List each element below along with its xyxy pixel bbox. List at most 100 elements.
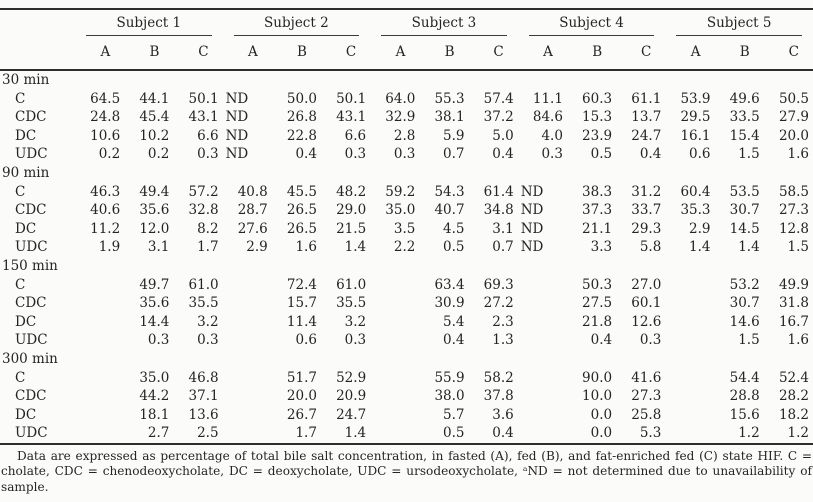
value-cell — [75, 369, 124, 388]
value-cell: 4.0 — [541, 127, 563, 144]
value-cell: 84.6 — [532, 109, 563, 126]
subject-label: Subject 2 — [233, 15, 360, 36]
table-row: DC 11.2 12.0 8.2 27.6 26.5 21.5 3.5 4.5 3.1 ND 21.1… — [0, 220, 813, 239]
value-cell: 43.1 — [336, 109, 367, 126]
table-row: UDC 0.2 0.2 0.3 ND 0.4 0.3 0.3 0.7 0.4 0.3 0.5 0.4 0.… — [0, 145, 813, 164]
table-header: Subject 1 Subject 2 Subject 3 Subject 4 … — [0, 9, 813, 71]
value-cell: 27.9 — [778, 109, 809, 126]
corner-cell — [0, 9, 75, 36]
bile-salt-label: DC — [15, 406, 37, 423]
value-cell: ND — [520, 239, 544, 256]
value-cell: 1.5 — [787, 239, 809, 256]
value-cell: 0.7 — [443, 146, 465, 163]
value-cell: ND — [520, 220, 544, 237]
value-cell: 60.4 — [680, 183, 711, 200]
value-cell: 57.4 — [483, 90, 514, 107]
value-cell: 64.0 — [385, 90, 416, 107]
value-cell: 0.6 — [689, 146, 711, 163]
scanned-table-page: Subject 1 Subject 2 Subject 3 Subject 4 … — [0, 8, 813, 502]
value-cell: 53.9 — [680, 90, 711, 107]
bile-salt-table: Subject 1 Subject 2 Subject 3 Subject 4 … — [0, 8, 813, 445]
value-cell: 49.9 — [778, 276, 809, 293]
subject-header: Subject 2 — [223, 9, 371, 36]
bile-salt-label: CDC — [15, 388, 47, 405]
value-cell: 52.9 — [336, 369, 367, 386]
value-cell: 2.5 — [197, 425, 219, 442]
value-cell — [370, 313, 419, 332]
value-cell: 3.2 — [344, 313, 367, 330]
value-cell: 90.0 — [582, 369, 613, 386]
bile-salt-label: CDC — [15, 202, 47, 219]
table-row: C 35.0 46.8 51.7 52.9 55.9 58.2 90.0 41.6 54.4 52.… — [0, 369, 813, 388]
table-row: UDC 1.9 3.1 1.7 2.9 1.6 1.4 2.2 0.5 0.7 ND 3.3 5.8 1.… — [0, 238, 813, 257]
value-cell: 63.4 — [434, 276, 465, 293]
table-row: DC 10.6 10.2 6.6 ND 22.8 6.6 2.8 5.9 5.0 4.0 23.9 24… — [0, 127, 813, 146]
value-cell — [370, 294, 419, 313]
bile-salt-label: UDC — [15, 425, 48, 442]
bile-salt-label: CDC — [15, 109, 47, 126]
value-cell: 12.8 — [778, 220, 809, 237]
value-cell — [223, 424, 272, 444]
value-cell: 50.5 — [778, 90, 809, 107]
value-cell: 44.1 — [139, 90, 170, 107]
condition-label: A — [75, 36, 125, 71]
bile-salt-label: C — [15, 276, 26, 293]
value-cell: 3.1 — [147, 239, 170, 256]
value-cell — [518, 313, 567, 332]
value-cell: 0.2 — [98, 146, 121, 163]
value-cell: 26.7 — [286, 406, 317, 423]
value-cell: 22.8 — [286, 127, 317, 144]
value-cell: 1.4 — [344, 239, 367, 256]
table-row: C 46.3 49.4 57.2 40.8 45.5 48.2 59.2 54.3 61.4 ND 3… — [0, 183, 813, 202]
bile-salt-label: C — [15, 90, 26, 107]
table-row: C 49.7 61.0 72.4 61.0 63.4 69.3 50.3 27.0 53.2 49.… — [0, 276, 813, 295]
subject-header: Subject 4 — [518, 9, 666, 36]
table-row: CDC 40.6 35.6 32.8 28.7 26.5 29.0 35.0 40.7 34.8 N… — [0, 201, 813, 220]
value-cell: 15.4 — [729, 127, 760, 144]
value-cell: 21.5 — [336, 220, 367, 237]
value-cell: 2.9 — [246, 239, 268, 256]
value-cell: 45.4 — [139, 109, 170, 126]
value-cell: ND — [225, 90, 249, 107]
value-cell: 3.3 — [590, 239, 613, 256]
value-cell: 0.3 — [393, 146, 416, 163]
value-cell: 49.4 — [139, 183, 170, 200]
value-cell: 20.0 — [778, 127, 809, 144]
value-cell: 1.4 — [689, 239, 711, 256]
value-cell — [223, 313, 272, 332]
condition-label: A — [222, 36, 272, 71]
value-cell: 10.0 — [582, 388, 613, 405]
value-cell: ND — [520, 183, 544, 200]
value-cell: 0.3 — [147, 332, 170, 349]
value-cell: 38.1 — [434, 109, 465, 126]
value-cell — [518, 369, 567, 388]
subject-label: Subject 4 — [528, 15, 655, 36]
value-cell — [518, 406, 567, 425]
value-cell: 3.5 — [393, 220, 416, 237]
value-cell: 5.7 — [443, 406, 465, 423]
value-cell: 0.4 — [295, 146, 317, 163]
value-cell: 0.3 — [639, 332, 662, 349]
value-cell: 13.6 — [188, 406, 219, 423]
value-cell — [75, 276, 124, 295]
value-cell: 29.0 — [336, 202, 367, 219]
bile-salt-label: UDC — [15, 332, 48, 349]
value-cell: 50.1 — [188, 90, 219, 107]
value-cell: 2.9 — [689, 220, 711, 237]
value-cell: 46.8 — [188, 369, 219, 386]
value-cell: 52.4 — [778, 369, 809, 386]
value-cell: 27.0 — [631, 276, 662, 293]
value-cell — [518, 331, 567, 350]
subject-label: Subject 1 — [86, 15, 212, 36]
value-cell: 37.2 — [483, 109, 514, 126]
value-cell: 61.0 — [336, 276, 367, 293]
value-cell: 58.2 — [483, 369, 514, 386]
condition-label: C — [616, 36, 666, 71]
value-cell: 45.5 — [286, 183, 317, 200]
condition-label: A — [517, 36, 567, 71]
value-cell: 16.7 — [778, 313, 809, 330]
time-row: 30 min — [0, 70, 813, 90]
value-cell: 3.1 — [492, 220, 514, 237]
condition-label: C — [173, 36, 223, 71]
value-cell — [75, 294, 124, 313]
